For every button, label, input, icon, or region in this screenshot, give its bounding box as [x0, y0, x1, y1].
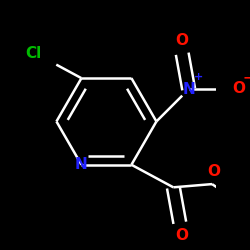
- Text: O: O: [232, 81, 245, 96]
- Text: N: N: [75, 157, 88, 172]
- Text: N: N: [182, 82, 195, 97]
- Text: O: O: [207, 164, 220, 179]
- Text: −: −: [242, 70, 250, 84]
- Text: O: O: [176, 33, 189, 48]
- Text: Cl: Cl: [25, 46, 41, 62]
- Text: O: O: [175, 228, 188, 242]
- Text: +: +: [194, 72, 203, 82]
